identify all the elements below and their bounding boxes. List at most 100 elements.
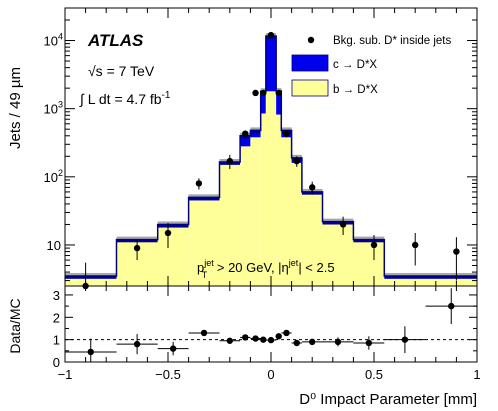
cut-jet-super-2: jet: [288, 258, 299, 268]
b-bar: [384, 278, 426, 286]
data-point: [133, 244, 141, 252]
y-tick-label: 10: [47, 238, 61, 253]
data-point: [252, 89, 259, 97]
ratio-point: [401, 336, 409, 343]
cut-pt: p: [197, 260, 204, 275]
y-tick-label: 104: [44, 32, 63, 49]
b-bar: [265, 91, 277, 286]
legend-b-label: b → D*X: [333, 84, 378, 96]
y-tick-label: 102: [44, 168, 63, 185]
x-axis-label: D⁰ Impact Parameter [mm]: [299, 391, 477, 408]
c-bar: [250, 130, 261, 138]
ratio-y-axis: 0 1 2 3: [53, 288, 477, 370]
cut-middle: > 20 GeV, |η: [213, 260, 289, 275]
y-tick-label: 103: [44, 100, 63, 117]
b-bar: [219, 164, 241, 286]
y-tick-label-base: 10: [44, 102, 58, 117]
energy-text: √s = 7 TeV: [88, 63, 155, 79]
luminosity-exponent: -1: [162, 90, 171, 101]
c-bar: [265, 36, 277, 92]
ratio-y-tick-label: 2: [53, 310, 60, 325]
b-bar: [353, 242, 385, 286]
x-tick-label: 0: [267, 367, 274, 382]
ratio-y-axis-label: Data/MC: [7, 298, 23, 353]
b-bar: [260, 113, 266, 286]
data-point: [226, 157, 233, 165]
ratio-point: [365, 339, 373, 347]
data-point: [195, 180, 203, 187]
ratio-y-tick-label: 1: [53, 333, 60, 348]
c-bar: [188, 197, 220, 201]
data-point: [412, 241, 419, 249]
data-point: [283, 130, 290, 137]
main-x-ticks: [64, 8, 478, 286]
ratio-point: [260, 336, 267, 343]
y-tick-label-exponent: 4: [58, 32, 63, 42]
b-bar: [301, 194, 323, 286]
c-bar: [322, 221, 354, 225]
c-bar: [384, 276, 426, 279]
legend: Bkg. sub. D* inside jets c → D*X b → D*X: [291, 35, 452, 97]
x-tick-label: 0.5: [365, 367, 383, 382]
ratio-point: [293, 339, 300, 347]
legend-c-label: c → D*X: [333, 59, 377, 71]
data-point: [242, 130, 249, 137]
data-point: [309, 184, 316, 191]
cut-jet-super-1: jet: [203, 258, 214, 268]
ratio-point: [87, 348, 94, 356]
ratio-point: [283, 329, 290, 337]
y-tick-label-exponent: 3: [58, 100, 63, 110]
b-bar: [250, 137, 261, 286]
y-tick-label-base: 10: [44, 34, 58, 49]
c-bar: [425, 276, 477, 279]
ratio-point: [169, 345, 177, 352]
cut-t-sub: T: [202, 270, 208, 280]
ratio-point: [275, 333, 282, 340]
ratio-point: [252, 335, 259, 342]
data-point: [267, 31, 275, 39]
c-bar: [260, 91, 266, 114]
data-point: [293, 157, 300, 165]
cut-text: pjet T > 20 GeV, |ηjet| < 2.5: [197, 258, 335, 280]
b-bar: [281, 137, 292, 286]
legend-data-label: Bkg. sub. D* inside jets: [333, 35, 452, 47]
luminosity-text: ∫ L dt = 4.7 fb-1: [79, 90, 171, 107]
data-point: [453, 248, 460, 255]
legend-b-swatch: [291, 79, 329, 97]
cut-end: | < 2.5: [298, 260, 334, 275]
b-bar: [291, 162, 302, 286]
main-y-axis-label: Jets / 49 µm: [7, 67, 24, 149]
b-bar: [65, 278, 117, 286]
ratio-y-tick-label: 3: [53, 288, 60, 303]
x-tick-label: −0.5: [155, 367, 181, 382]
ratio-point: [448, 302, 455, 310]
main-plot-content: [65, 31, 477, 290]
ratio-point: [309, 338, 316, 346]
b-bar: [240, 146, 251, 286]
data-point: [370, 241, 378, 249]
y-tick-label-base: 10: [44, 170, 58, 185]
ratio-point: [242, 334, 249, 341]
ratio-point: [226, 337, 233, 344]
ratio-x-axis: −1 −0.5 0 0.5 1: [58, 286, 481, 382]
c-bar: [276, 90, 282, 115]
ratio-plot-content: [65, 288, 477, 362]
ratio-plot-frame: [64, 285, 478, 363]
data-point: [339, 221, 347, 228]
ratio-y-tick-label: 0: [53, 355, 60, 370]
atlas-label: ATLAS: [87, 31, 144, 50]
c-bar: [157, 224, 189, 228]
c-bar: [240, 135, 251, 147]
luminosity-prefix: ∫ L dt = 4.7 fb: [79, 91, 162, 107]
legend-data-marker: [307, 36, 315, 44]
ratio-point: [267, 336, 275, 344]
b-bar: [188, 200, 220, 286]
ratio-point: [133, 340, 141, 348]
c-bar: [353, 239, 385, 243]
y-tick-label-base: 10: [47, 238, 61, 253]
legend-c-swatch: [291, 54, 329, 72]
b-bar: [276, 114, 282, 286]
x-tick-label: 1: [473, 367, 480, 382]
